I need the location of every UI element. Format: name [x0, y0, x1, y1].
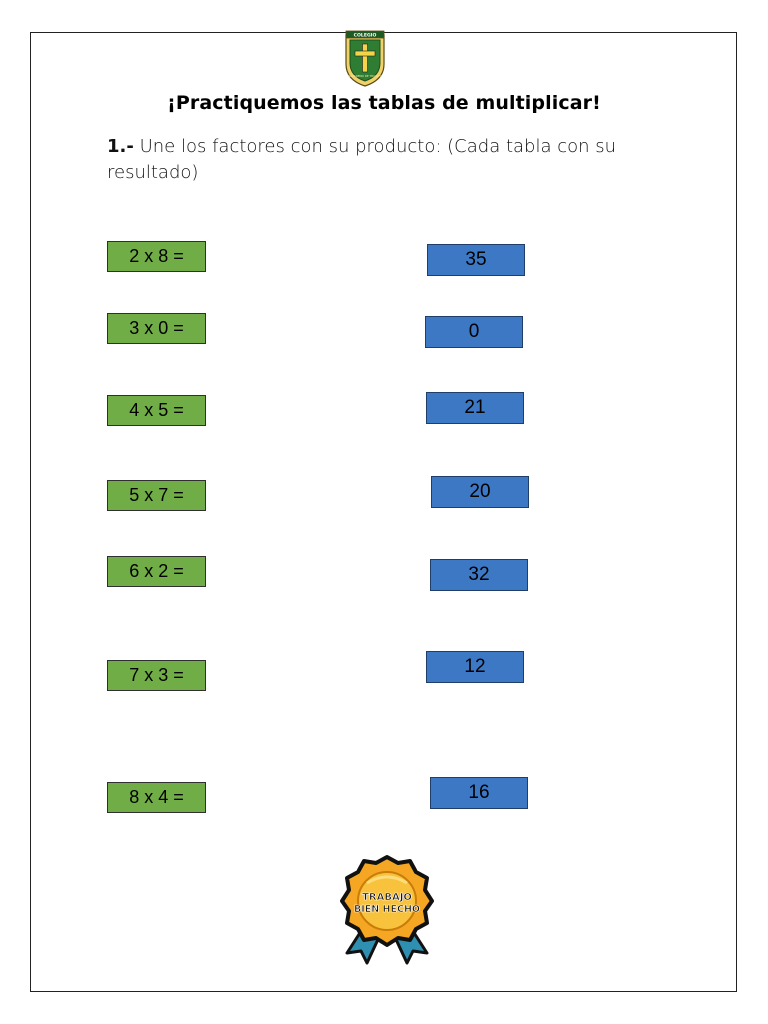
product-box[interactable]: 21	[426, 392, 524, 424]
product-box[interactable]: 20	[431, 476, 529, 508]
product-box[interactable]: 0	[425, 316, 523, 348]
crest-top-text: COLEGIO	[354, 33, 377, 39]
crest-ring-text: NAZARENO DE TRIUNFO	[348, 74, 383, 78]
factor-box[interactable]: 7 x 3 =	[107, 660, 206, 691]
instruction-text: Une los factores con su producto: (Cada …	[107, 136, 617, 183]
factor-box[interactable]: 3 x 0 =	[107, 313, 206, 344]
badge-line1: TRABAJO	[362, 892, 412, 903]
product-box[interactable]: 16	[430, 777, 528, 809]
factor-box[interactable]: 8 x 4 =	[107, 782, 206, 813]
factor-box[interactable]: 2 x 8 =	[107, 241, 206, 272]
school-crest-icon: COLEGIO NAZARENO DE TRIUNFO	[345, 30, 385, 87]
factor-box[interactable]: 5 x 7 =	[107, 480, 206, 511]
factor-box[interactable]: 6 x 2 =	[107, 556, 206, 587]
page-title: ¡Practiquemos las tablas de multiplicar!	[167, 92, 601, 114]
product-box[interactable]: 32	[430, 559, 528, 591]
badge-line2: BIEN HECHO	[354, 904, 420, 915]
instruction: 1.- Une los factores con su producto: (C…	[107, 134, 667, 186]
factor-box[interactable]: 4 x 5 =	[107, 395, 206, 426]
award-badge-icon: TRABAJO BIEN HECHO	[340, 855, 434, 965]
product-box[interactable]: 35	[427, 244, 525, 276]
product-box[interactable]: 12	[426, 651, 524, 683]
instruction-number: 1.-	[107, 136, 134, 157]
